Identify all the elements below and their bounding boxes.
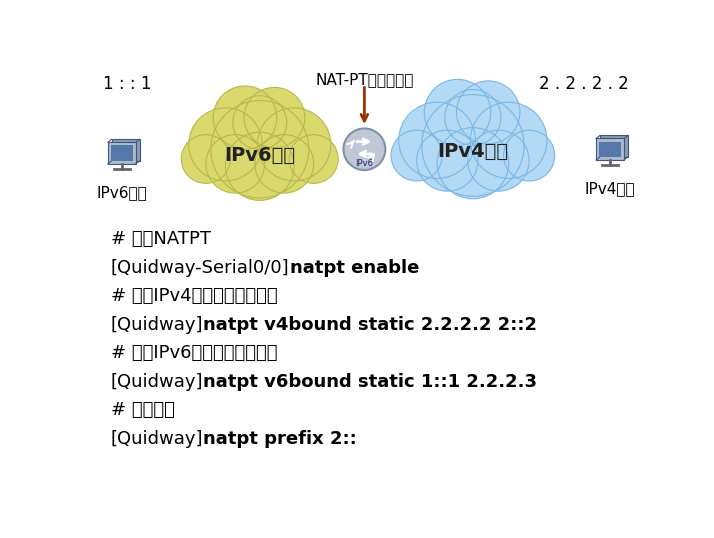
Circle shape [213,86,277,149]
Text: # 配置前缀: # 配置前缀 [111,401,175,419]
Polygon shape [108,143,136,164]
Circle shape [211,101,308,198]
Text: [Quidway]: [Quidway] [111,316,203,334]
Polygon shape [111,145,133,161]
Circle shape [445,89,501,145]
Circle shape [233,96,287,149]
Polygon shape [596,138,624,160]
Text: # 配置IPv6侧报文的静态映射: # 配置IPv6侧报文的静态映射 [111,344,278,362]
Polygon shape [600,136,628,157]
Circle shape [257,108,331,181]
Text: IPv6: IPv6 [356,159,373,168]
Circle shape [343,129,386,170]
Text: [Quidway]: [Quidway] [111,372,203,391]
Text: [Quidway]: [Quidway] [111,429,203,448]
Circle shape [416,130,478,191]
Text: natpt v6bound static 1::1 2.2.2.3: natpt v6bound static 1::1 2.2.2.3 [203,372,538,391]
Circle shape [289,134,338,183]
Text: NAT-PT转换服务器: NAT-PT转换服务器 [315,72,413,87]
Text: IPv6主机: IPv6主机 [96,186,147,201]
Polygon shape [111,139,140,161]
Text: # 配置IPv4侧报文的静态映射: # 配置IPv4侧报文的静态映射 [111,287,278,305]
Circle shape [468,130,529,191]
Circle shape [471,102,547,179]
Text: 2 . 2 . 2 . 2: 2 . 2 . 2 . 2 [539,75,628,93]
Text: 1 : : 1: 1 : : 1 [104,75,151,93]
Circle shape [226,132,294,200]
Circle shape [422,95,524,196]
Text: IPv4主机: IPv4主机 [585,182,635,196]
Circle shape [437,128,508,199]
Circle shape [391,130,442,181]
Circle shape [424,79,491,145]
Circle shape [503,130,555,181]
Text: [Quidway-Serial0/0]: [Quidway-Serial0/0] [111,259,290,277]
Circle shape [206,134,265,193]
Polygon shape [599,141,621,157]
Circle shape [255,134,313,193]
Text: natpt v4bound static 2.2.2.2 2::2: natpt v4bound static 2.2.2.2 2::2 [203,316,538,334]
Circle shape [188,108,262,181]
Circle shape [244,87,305,148]
Circle shape [456,81,520,144]
Text: natpt enable: natpt enable [290,259,419,277]
Text: natpt prefix 2::: natpt prefix 2:: [203,429,357,448]
Text: IPv4网络: IPv4网络 [437,142,508,161]
Circle shape [181,134,231,183]
Text: # 使能NATPT: # 使能NATPT [111,230,211,248]
Text: IPv6网络: IPv6网络 [224,146,296,165]
Circle shape [398,102,476,179]
